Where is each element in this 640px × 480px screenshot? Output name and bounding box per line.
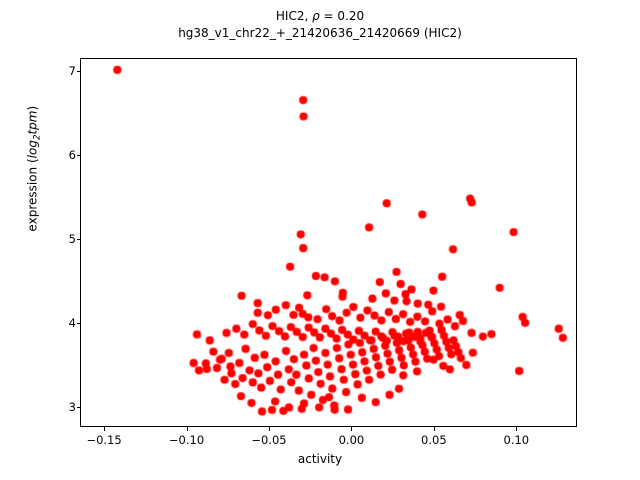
y-axis-label: expression (log2tpm) bbox=[25, 69, 42, 269]
y-axis-label-prefix: expression ( bbox=[25, 158, 40, 232]
y-tick-label: 7 bbox=[68, 64, 76, 79]
chart-title: HIC2, ρ = 0.20 hg38_v1_chr22_+_21420636_… bbox=[0, 8, 640, 42]
x-tick-mark bbox=[351, 427, 353, 431]
y-axis-label-math-sub: 2 bbox=[32, 134, 43, 141]
y-axis-label-math-tpm: tpm bbox=[25, 110, 40, 135]
chart-title-line1: HIC2, ρ = 0.20 bbox=[0, 8, 640, 25]
x-tick-label: −0.05 bbox=[251, 433, 287, 447]
chart-title-rho-symbol: ρ bbox=[312, 9, 320, 23]
x-tick-label: 0.00 bbox=[338, 433, 365, 447]
y-tick-mark bbox=[76, 155, 80, 157]
x-tick-mark bbox=[104, 427, 106, 431]
x-tick-mark bbox=[516, 427, 518, 431]
y-tick-label: 6 bbox=[68, 148, 76, 163]
plot-axes-area bbox=[80, 58, 577, 427]
scatter-plot-canvas bbox=[81, 59, 576, 426]
x-axis-label: activity bbox=[297, 452, 343, 466]
x-tick-label: −0.15 bbox=[86, 433, 122, 447]
y-tick-mark bbox=[76, 71, 80, 73]
chart-title-gene: HIC2, bbox=[275, 9, 313, 23]
y-tick-mark bbox=[76, 323, 80, 325]
y-tick-label: 3 bbox=[68, 400, 76, 415]
y-axis-label-math-log: log bbox=[25, 140, 40, 159]
y-tick-label: 5 bbox=[68, 232, 76, 247]
chart-title-rho-value: = 0.20 bbox=[319, 9, 365, 23]
y-tick-mark bbox=[76, 239, 80, 241]
x-tick-mark bbox=[433, 427, 435, 431]
x-tick-label: −0.10 bbox=[168, 433, 205, 447]
y-tick-label: 4 bbox=[68, 316, 76, 331]
y-axis-label-suffix: ) bbox=[25, 105, 40, 111]
x-tick-label: 0.10 bbox=[503, 433, 530, 447]
y-tick-mark bbox=[76, 407, 80, 409]
x-tick-mark bbox=[268, 427, 270, 431]
x-tick-label: 0.05 bbox=[421, 433, 447, 447]
x-tick-mark bbox=[186, 427, 188, 431]
chart-title-line2: hg38_v1_chr22_+_21420636_21420669 (HIC2) bbox=[178, 26, 462, 40]
